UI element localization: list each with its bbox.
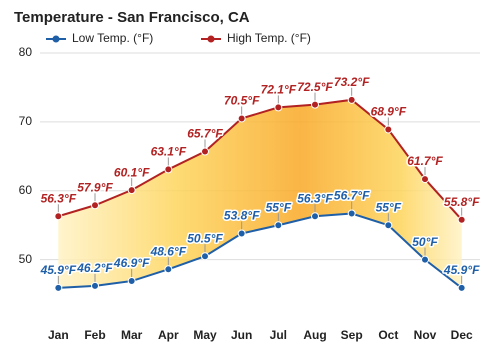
x-tick-label: Jun	[231, 328, 252, 342]
x-tick-label: May	[193, 328, 217, 342]
value-label: 68.9°F	[371, 105, 407, 119]
chart-title: Temperature - San Francisco, CA	[14, 9, 250, 26]
value-label: 56.3°F	[41, 191, 77, 205]
legend-marker	[52, 35, 60, 43]
data-point	[274, 103, 283, 112]
value-label: 55°F	[266, 200, 292, 214]
data-point	[384, 125, 393, 134]
data-point	[457, 283, 466, 292]
value-label: 55°F	[376, 200, 402, 214]
x-tick-label: Apr	[158, 328, 179, 342]
y-tick-label: 50	[19, 252, 33, 266]
value-label: 73.2°F	[334, 75, 370, 89]
data-point	[421, 255, 429, 264]
value-label: 57.9°F	[77, 180, 113, 194]
value-label: 72.1°F	[261, 83, 297, 97]
range-fill	[58, 99, 462, 288]
data-point	[91, 281, 99, 290]
value-label: 46.2°F	[76, 261, 113, 275]
data-point	[237, 114, 246, 123]
data-point	[164, 265, 173, 274]
value-label: 60.1°F	[114, 165, 150, 179]
data-point	[384, 221, 393, 230]
data-point	[91, 201, 99, 210]
value-label: 46.9°F	[113, 256, 150, 270]
x-tick-label: Oct	[378, 328, 398, 342]
value-label: 72.5°F	[297, 80, 333, 94]
value-label: 45.9°F	[443, 263, 480, 277]
x-tick-label: Nov	[414, 328, 437, 342]
data-point	[274, 221, 283, 230]
data-point	[54, 283, 63, 292]
data-point	[201, 252, 209, 261]
value-label: 53.8°F	[224, 209, 260, 223]
value-label: 48.6°F	[150, 244, 187, 258]
value-label: 55.8°F	[444, 195, 480, 209]
x-tick-label: Jan	[48, 328, 69, 342]
data-point	[127, 186, 136, 195]
data-point	[164, 165, 173, 174]
x-tick-label: Dec	[451, 328, 473, 342]
value-label: 63.1°F	[151, 145, 187, 159]
legend-label: High Temp. (°F)	[227, 31, 311, 45]
series-line	[58, 98, 463, 221]
x-tick-label: Jul	[270, 328, 287, 342]
data-point	[421, 175, 429, 184]
data-point	[457, 215, 466, 224]
y-tick-label: 60	[19, 183, 33, 197]
value-label: 50.5°F	[187, 231, 223, 245]
data-point	[311, 212, 319, 221]
x-tick-label: Sep	[341, 328, 363, 342]
value-label: 61.7°F	[407, 154, 443, 168]
data-point	[201, 147, 209, 156]
data-point	[54, 212, 63, 221]
y-tick-label: 70	[19, 114, 33, 128]
legend-label: Low Temp. (°F)	[72, 31, 153, 45]
x-tick-label: Mar	[121, 328, 143, 342]
legend-marker	[207, 35, 215, 43]
value-label: 65.7°F	[187, 127, 223, 141]
value-label: 56.7°F	[334, 189, 370, 203]
data-point	[127, 277, 136, 286]
data-point	[311, 100, 319, 109]
data-point	[347, 95, 356, 104]
x-tick-label: Feb	[84, 328, 105, 342]
x-tick-label: Aug	[303, 328, 326, 342]
data-point	[237, 229, 246, 238]
data-point	[347, 209, 356, 218]
value-label: 70.5°F	[224, 94, 260, 108]
value-label: 45.9°F	[40, 263, 77, 277]
value-label: 50°F	[412, 235, 438, 249]
series-line	[58, 212, 463, 289]
y-tick-label: 80	[19, 45, 33, 59]
value-label: 56.3°F	[297, 191, 333, 205]
